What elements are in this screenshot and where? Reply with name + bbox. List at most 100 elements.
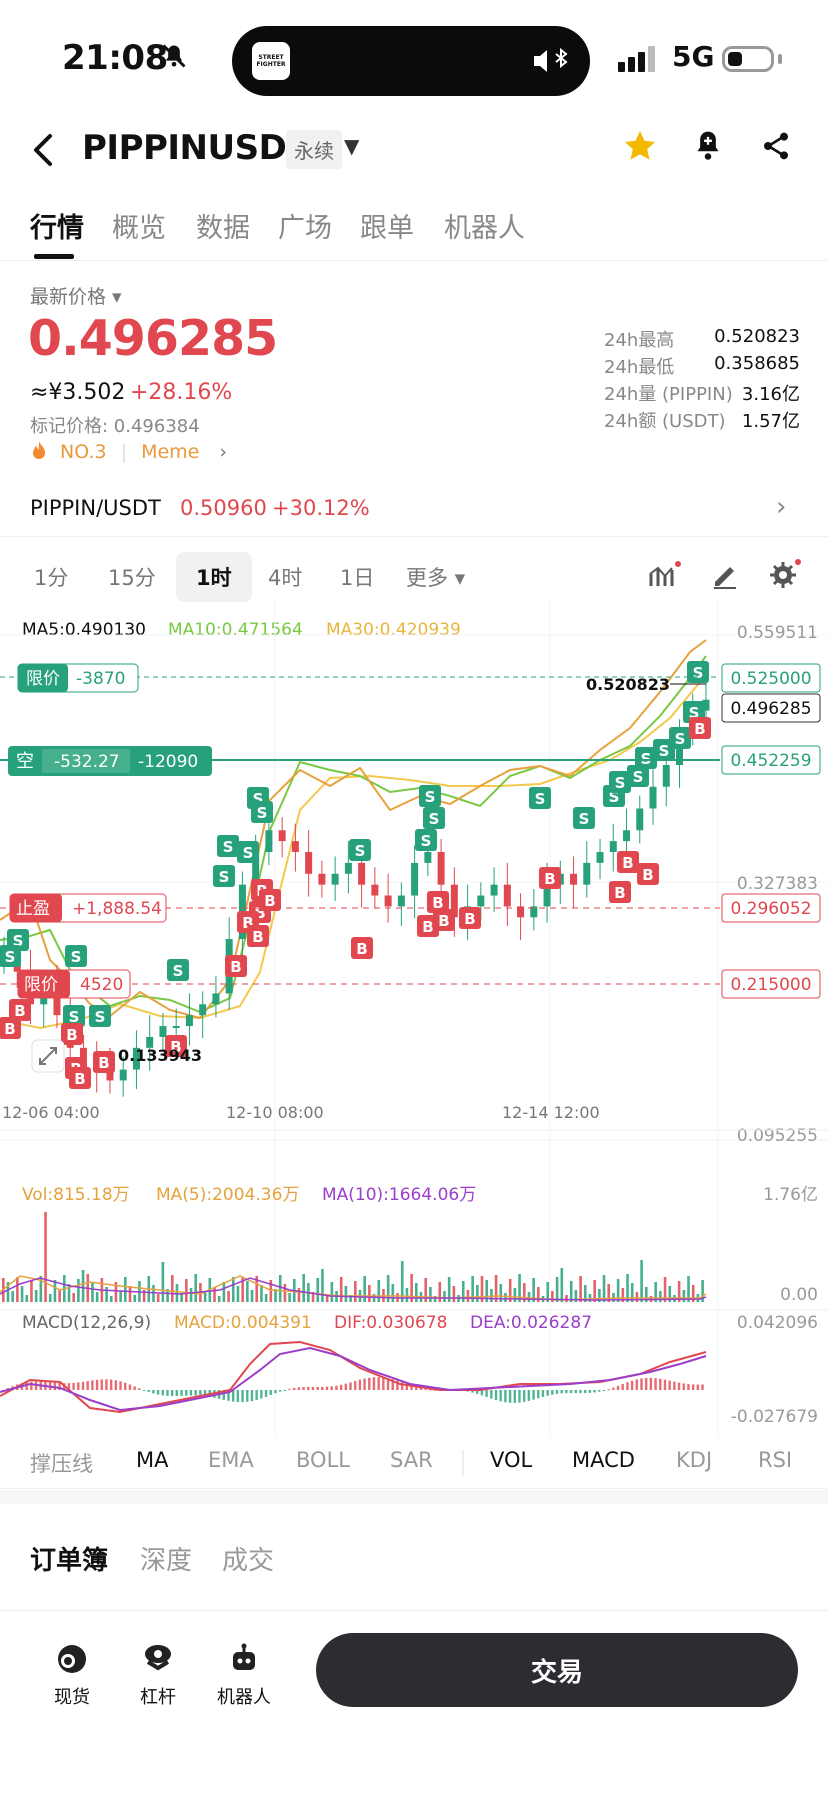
- tab-overview[interactable]: 概览: [112, 213, 166, 244]
- tf-1h[interactable]: 1时: [176, 552, 252, 602]
- macd-bar: [691, 1384, 695, 1390]
- rank-row[interactable]: NO.3 | Meme ›: [30, 440, 227, 463]
- tab-data[interactable]: 数据: [196, 213, 250, 244]
- macd-bar: [114, 1380, 118, 1390]
- pair-dropdown-icon[interactable]: ▼: [344, 134, 360, 158]
- macd-bar: [640, 1378, 643, 1390]
- favorite-star-icon[interactable]: [618, 124, 662, 168]
- limit-order-tag-2[interactable]: 限价 4520: [17, 969, 131, 999]
- last-price-label[interactable]: 最新价格 ▾: [30, 286, 122, 308]
- tab-market[interactable]: 行情: [30, 213, 84, 244]
- ind-sar[interactable]: SAR: [390, 1448, 433, 1472]
- macd-bar: [119, 1381, 122, 1390]
- trade-marker-label: B: [432, 894, 443, 912]
- trade-marker-label: S: [219, 868, 230, 886]
- indicator-icon[interactable]: [648, 560, 682, 594]
- macd-bar: [264, 1390, 268, 1397]
- dif-line: [0, 1340, 707, 1414]
- macd-bar: [701, 1384, 704, 1390]
- ind-ma[interactable]: MA: [136, 1448, 169, 1472]
- fullscreen-icon[interactable]: [31, 1039, 65, 1073]
- vol-ma10-line: [0, 1277, 707, 1301]
- svg-text:0.452259: 0.452259: [730, 751, 811, 771]
- ind-vol[interactable]: VOL: [490, 1448, 533, 1472]
- macd-bar: [565, 1390, 568, 1394]
- y-axis-mid: 0.327383: [737, 874, 818, 894]
- trade-marker-label: B: [74, 1070, 85, 1088]
- ind-macd[interactable]: MACD: [572, 1448, 635, 1472]
- tf-1m[interactable]: 1分: [34, 566, 69, 590]
- macd-bar: [429, 1389, 432, 1391]
- macd-bar: [598, 1390, 601, 1392]
- tf-15m[interactable]: 15分: [108, 566, 156, 590]
- svg-text:0.496285: 0.496285: [730, 699, 811, 719]
- alert-bell-icon[interactable]: [686, 124, 730, 168]
- stat-volume: 24h量 (PIPPIN) 3.16亿: [604, 384, 800, 405]
- volume-bar: [438, 1282, 442, 1302]
- buy-marker: [351, 937, 373, 959]
- volume-bar: [16, 1277, 19, 1302]
- volume-bar: [490, 1289, 493, 1302]
- macd-bar: [170, 1390, 174, 1397]
- trade-marker-label: B: [622, 854, 633, 872]
- nav-header: PIPPINUSDT 永续 ▼: [0, 110, 828, 210]
- candle-body: [517, 906, 525, 918]
- share-icon[interactable]: [754, 124, 798, 168]
- tf-more[interactable]: 更多 ▾: [406, 566, 466, 590]
- macd-bar: [537, 1390, 540, 1399]
- sell-marker: [167, 959, 189, 981]
- tab-bots[interactable]: 机器人: [444, 213, 525, 244]
- tab-depth[interactable]: 深度: [140, 1546, 193, 1576]
- volume-bar: [508, 1279, 512, 1302]
- volume-bar: [330, 1282, 334, 1302]
- tab-trades[interactable]: 成交: [222, 1546, 275, 1576]
- trade-marker-label: B: [98, 1054, 109, 1072]
- trade-marker-label: S: [693, 664, 704, 682]
- macd-bar: [138, 1388, 141, 1390]
- volume-bar: [142, 1290, 146, 1302]
- macd-bar: [236, 1390, 240, 1403]
- pair-title[interactable]: PIPPINUSDT: [82, 128, 310, 168]
- bluetooth-speaker-icon: [532, 47, 572, 78]
- volume-bar: [447, 1277, 451, 1302]
- trade-marker-label: S: [71, 948, 82, 966]
- volume-bar: [81, 1270, 85, 1302]
- sell-marker: [65, 945, 87, 967]
- macd-bar: [330, 1386, 333, 1390]
- volume-bar: [175, 1284, 179, 1302]
- ind-ema[interactable]: EMA: [208, 1448, 254, 1472]
- trade-marker-label: S: [579, 810, 590, 828]
- ind-rsi[interactable]: RSI: [758, 1448, 793, 1472]
- volume-bar: [109, 1296, 113, 1302]
- back-button[interactable]: [28, 130, 58, 180]
- ind-kdj[interactable]: KDJ: [676, 1448, 713, 1472]
- tf-4h[interactable]: 4时: [268, 566, 303, 590]
- trade-marker-label: S: [425, 788, 436, 806]
- limit-order-tag[interactable]: 限价 -3870: [17, 663, 139, 693]
- trade-button[interactable]: 交易: [316, 1633, 798, 1707]
- sell-marker: [237, 841, 259, 863]
- tab-copy-trade[interactable]: 跟单: [360, 213, 414, 244]
- volume-bar: [58, 1289, 61, 1302]
- x-label-2: 12-10 08:00: [226, 1103, 324, 1122]
- candle-body: [146, 1036, 154, 1048]
- spot-pair-row[interactable]: PIPPIN/USDT 0.50960 +30.12% ›: [0, 490, 828, 537]
- nav-spot[interactable]: 现货: [32, 1639, 112, 1709]
- volume-bar: [461, 1281, 465, 1302]
- nav-margin[interactable]: 杠杆: [118, 1639, 198, 1709]
- short-position-tag[interactable]: 空 -532.27 -12090: [8, 746, 212, 776]
- ind-boll[interactable]: BOLL: [296, 1448, 350, 1472]
- tf-1d[interactable]: 1日: [340, 566, 375, 590]
- ind-support-resistance[interactable]: 撑压线: [30, 1452, 93, 1476]
- chart-settings-icon[interactable]: [768, 558, 802, 594]
- macd-bar: [194, 1390, 197, 1396]
- draw-pen-icon[interactable]: [710, 560, 740, 594]
- kline-chart[interactable]: 0.559511 0.327383 0.095255 SSS SSSSSSSSSS…: [0, 600, 828, 1436]
- take-profit-tag[interactable]: 止盈 +1,888.54: [9, 893, 167, 923]
- macd-bar: [156, 1390, 160, 1395]
- tab-order-book[interactable]: 订单簿: [30, 1546, 109, 1576]
- nav-bot[interactable]: 机器人: [204, 1639, 284, 1709]
- macd-bar: [673, 1381, 676, 1390]
- macd-bar: [480, 1390, 484, 1396]
- tab-square[interactable]: 广场: [278, 213, 332, 244]
